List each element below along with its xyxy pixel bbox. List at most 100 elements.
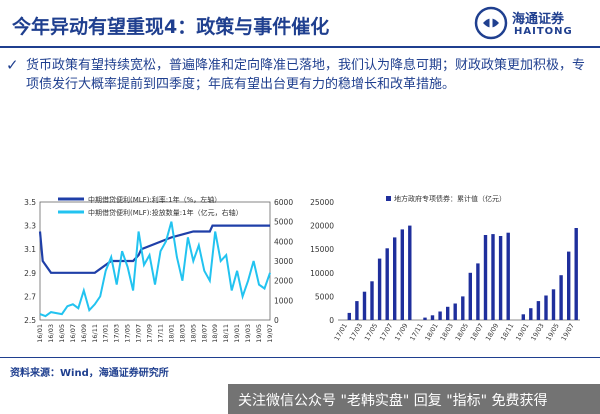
x-tick-label: 18/09 bbox=[484, 322, 500, 342]
x-tick-label: 17/05 bbox=[124, 324, 132, 343]
check-icon: ✓ bbox=[6, 56, 19, 74]
data-source-note: 资料来源：Wind，海通证券研究所 bbox=[10, 368, 169, 379]
y-tick: 10000 bbox=[310, 269, 334, 278]
bar bbox=[408, 225, 412, 320]
y-tick-left: 3.5 bbox=[24, 198, 36, 207]
bar bbox=[370, 281, 374, 320]
y-tick: 25000 bbox=[310, 198, 334, 207]
y-tick-right: 4000 bbox=[274, 237, 293, 246]
bar bbox=[544, 295, 548, 320]
mlf-chart-svg: 3.5 3.3 3.1 2.9 2.7 2.5 6000 5000 4000 3000 2000 1… bbox=[24, 195, 293, 343]
y-tick: 20000 bbox=[310, 222, 334, 231]
x-tick-label: 19/05 bbox=[255, 324, 263, 343]
x-tick-label: 17/01 bbox=[333, 322, 349, 342]
bar bbox=[491, 234, 495, 320]
x-tick-label: 18/07 bbox=[200, 324, 208, 343]
footer-divider bbox=[0, 357, 600, 358]
x-tick-label: 16/07 bbox=[69, 324, 77, 343]
x-tick-label: 18/03 bbox=[439, 322, 455, 342]
header-divider bbox=[0, 46, 600, 48]
logo-english-name: HAITONG bbox=[514, 26, 573, 37]
bar bbox=[393, 237, 397, 320]
x-tick-label: 17/03 bbox=[348, 322, 364, 342]
chart-legend: 地方政府专项债券：累计值（亿元） bbox=[386, 194, 506, 203]
bar bbox=[521, 314, 525, 320]
y-tick-right: 6000 bbox=[274, 198, 293, 207]
x-tick-label: 16/03 bbox=[47, 324, 55, 343]
bar bbox=[567, 251, 571, 320]
bar bbox=[476, 263, 480, 320]
logo-chinese-name: 海通证券 bbox=[512, 12, 565, 27]
x-tick-label: 18/11 bbox=[499, 322, 515, 342]
bar bbox=[362, 291, 367, 320]
x-tick-label: 18/11 bbox=[222, 324, 230, 343]
bar bbox=[529, 308, 533, 320]
bar bbox=[468, 272, 472, 320]
series-line-mlf-rate bbox=[38, 224, 270, 274]
bar bbox=[377, 258, 382, 320]
slide-title: 今年异动有望重现4：政策与事件催化 bbox=[12, 16, 330, 38]
legend-label-volume: 中期借贷便利(MLF):投放数量:1年（亿元，右轴） bbox=[88, 208, 243, 217]
bar bbox=[385, 248, 389, 320]
x-tick-label: 17/01 bbox=[102, 324, 110, 343]
x-tick-label: 19/07 bbox=[560, 322, 576, 342]
bar bbox=[559, 275, 563, 320]
bar bbox=[438, 311, 442, 320]
watermark-overlay: 关注微信公众号 "老韩实盘" 回复 "指标" 免费获得 bbox=[228, 384, 600, 414]
y-tick-right: 2000 bbox=[274, 277, 293, 286]
bar bbox=[574, 228, 578, 320]
y-tick-right: 0 bbox=[274, 316, 279, 325]
x-tick-label: 17/03 bbox=[113, 324, 121, 343]
x-tick-label: 17/11 bbox=[156, 324, 164, 343]
bar bbox=[461, 296, 465, 320]
x-tick-label: 18/07 bbox=[469, 322, 485, 342]
y-tick-right: 5000 bbox=[274, 218, 293, 227]
bar bbox=[423, 317, 427, 320]
x-tick-label: 18/09 bbox=[211, 324, 219, 343]
y-tick-left: 3.3 bbox=[24, 222, 36, 231]
x-tick-label: 17/07 bbox=[135, 324, 143, 343]
haitong-logo-mark-icon bbox=[474, 6, 508, 40]
x-tick-label: 16/09 bbox=[80, 324, 88, 343]
x-tick-label: 17/09 bbox=[393, 322, 409, 342]
x-tick-label: 19/01 bbox=[514, 322, 530, 342]
chart-legend: 中期借贷便利(MLF):利率:1年（%，左轴） 中期借贷便利(MLF):投放数量… bbox=[58, 195, 243, 217]
y-tick: 0 bbox=[329, 316, 334, 325]
bar bbox=[498, 236, 503, 320]
x-tick-label: 17/07 bbox=[378, 322, 394, 342]
x-tick-label: 16/05 bbox=[58, 324, 66, 343]
bar bbox=[355, 301, 359, 320]
y-tick-left: 3.1 bbox=[24, 245, 36, 254]
y-tick-left: 2.9 bbox=[24, 269, 36, 278]
y-tick: 15000 bbox=[310, 245, 334, 254]
watermark-text: 关注微信公众号 "老韩实盘" 回复 "指标" 免费获得 bbox=[238, 393, 548, 409]
x-tick-label: 17/05 bbox=[363, 322, 379, 342]
x-tick-label: 18/03 bbox=[178, 324, 186, 343]
legend-label-bond: 地方政府专项债券：累计值（亿元） bbox=[394, 194, 506, 203]
x-tick-label: 17/11 bbox=[408, 322, 424, 342]
x-tick-label: 19/07 bbox=[266, 324, 274, 343]
x-tick-label: 18/01 bbox=[423, 322, 439, 342]
y-tick: 5000 bbox=[315, 292, 334, 301]
bar bbox=[453, 303, 457, 320]
bar bbox=[446, 306, 450, 320]
bar bbox=[551, 289, 556, 320]
mlf-chart: 3.5 3.3 3.1 2.9 2.7 2.5 6000 5000 4000 3000 2000 1… bbox=[0, 190, 300, 355]
y-tick-right: 1000 bbox=[274, 296, 293, 305]
haitong-logo: 海通证券 HAITONG bbox=[474, 6, 594, 42]
bar bbox=[430, 315, 435, 320]
x-tick-label: 17/09 bbox=[146, 324, 154, 343]
x-tick-label: 19/03 bbox=[244, 324, 252, 343]
slide-header: 今年异动有望重现4：政策与事件催化 海通证券 HAITONG bbox=[0, 0, 600, 48]
legend-label-rate: 中期借贷便利(MLF):利率:1年（%，左轴） bbox=[88, 195, 221, 204]
y-tick-right: 3000 bbox=[274, 257, 293, 266]
y-tick-left: 2.5 bbox=[24, 316, 36, 325]
x-tick-label: 18/05 bbox=[454, 322, 470, 342]
bar bbox=[536, 301, 541, 320]
x-tick-label: 16/11 bbox=[91, 324, 99, 343]
x-tick-label: 18/05 bbox=[189, 324, 197, 343]
bar bbox=[400, 229, 404, 320]
bar bbox=[483, 235, 488, 320]
x-tick-label: 18/01 bbox=[167, 324, 175, 343]
